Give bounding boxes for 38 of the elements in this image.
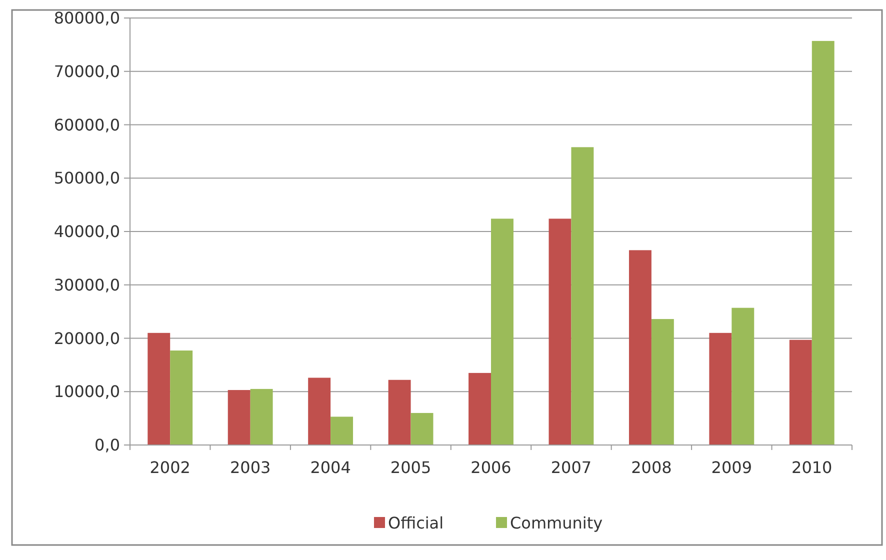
- y-tick-label: 60000,0: [54, 115, 120, 134]
- x-tick-label: 2002: [150, 458, 190, 477]
- y-tick-label: 70000,0: [54, 62, 120, 81]
- bar: [548, 218, 572, 445]
- x-tick-label: 2006: [470, 458, 512, 477]
- bar: [468, 372, 491, 445]
- y-tick-label: 40000,0: [54, 222, 120, 242]
- bar: [628, 250, 652, 445]
- bar: [812, 40, 834, 445]
- bar: [410, 412, 434, 445]
- bar: [228, 390, 250, 445]
- bar: [789, 340, 812, 445]
- y-tick-label: 10000,0: [54, 382, 120, 402]
- y-tick-label: 80000,0: [54, 8, 120, 28]
- bar: [491, 218, 514, 445]
- legend-label: Community: [510, 514, 603, 533]
- x-tick-label: 2007: [550, 458, 592, 477]
- legend-label: Official: [388, 514, 444, 533]
- bar: [148, 332, 170, 445]
- x-tick-label: 2005: [390, 458, 432, 477]
- y-tick-label: 30000,0: [54, 275, 120, 294]
- bar: [732, 308, 754, 445]
- y-tick-label: 0,0: [94, 436, 120, 455]
- x-tick-label: 2008: [631, 458, 672, 477]
- y-tick-label: 20000,0: [54, 328, 120, 348]
- bar: [308, 378, 331, 445]
- bar: [709, 332, 732, 445]
- y-tick-label: 50000,0: [54, 168, 120, 188]
- x-tick-label: 2009: [711, 458, 752, 477]
- x-tick-label: 2003: [230, 458, 271, 477]
- bar: [170, 350, 193, 445]
- x-tick-label: 2004: [310, 458, 351, 477]
- bar: [250, 388, 273, 445]
- bar: [651, 319, 674, 445]
- bar: [330, 416, 354, 445]
- bar: [388, 380, 411, 445]
- bar: [571, 147, 594, 445]
- x-tick-label: 2010: [792, 458, 832, 477]
